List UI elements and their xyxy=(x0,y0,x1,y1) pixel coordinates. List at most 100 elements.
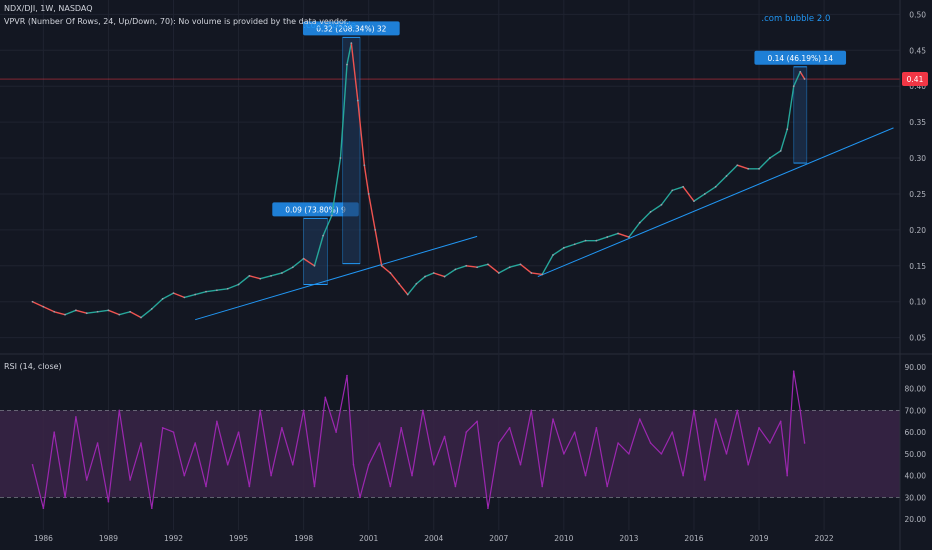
price-point xyxy=(638,221,641,224)
price-segment xyxy=(194,290,207,296)
price-point xyxy=(367,193,370,195)
vpvr-status: VPVR (Number Of Rows, 24, Up/Down, 70): … xyxy=(4,17,349,26)
price-segment xyxy=(129,311,142,319)
price-segment xyxy=(758,157,771,170)
rsi-point xyxy=(497,442,500,444)
price-point xyxy=(758,167,760,170)
rsi-point xyxy=(530,409,533,412)
measurement-box[interactable] xyxy=(342,36,361,265)
price-segment xyxy=(151,298,164,310)
annotation-label: .com bubble xyxy=(303,21,356,31)
price-segment xyxy=(227,283,240,290)
price-point xyxy=(183,296,186,299)
rsi-point xyxy=(151,507,153,510)
x-tick-label: 2013 xyxy=(619,534,638,543)
rsi-y-tick-label: 50.00 xyxy=(905,450,927,459)
price-y-tick-label: 0.45 xyxy=(909,46,926,55)
x-tick-label: 2007 xyxy=(489,534,508,543)
price-point xyxy=(552,254,554,256)
price-segment xyxy=(313,234,324,267)
price-point xyxy=(530,272,533,274)
rsi-y-tick-label: 60.00 xyxy=(905,428,927,437)
price-segment xyxy=(172,292,186,299)
price-point xyxy=(53,310,56,313)
trendline[interactable] xyxy=(537,127,894,278)
price-point xyxy=(476,266,479,269)
price-point xyxy=(432,272,435,274)
price-segment xyxy=(374,229,383,267)
price-point xyxy=(259,277,262,280)
rsi-point xyxy=(226,463,229,466)
rsi-point xyxy=(792,370,795,373)
price-segment xyxy=(64,309,77,316)
price-y-tick-label: 0.50 xyxy=(909,10,926,19)
rsi-point xyxy=(638,418,641,420)
price-point xyxy=(693,200,695,203)
price-segment xyxy=(498,266,511,274)
price-point xyxy=(725,175,728,177)
price-y-tick-label: 0.35 xyxy=(909,118,926,127)
price-y-tick-label: 0.05 xyxy=(909,334,926,343)
price-point xyxy=(519,263,522,266)
measurement-label: 0.09 (73.80%) 9 xyxy=(285,205,346,214)
price-segment xyxy=(398,283,409,296)
measurement-box[interactable] xyxy=(303,217,328,285)
price-point xyxy=(443,275,446,278)
rsi-point xyxy=(799,409,802,412)
x-tick-label: 2010 xyxy=(554,534,573,543)
price-point xyxy=(31,300,34,303)
price-point xyxy=(248,274,251,277)
trendline[interactable] xyxy=(195,235,478,321)
price-segment xyxy=(424,272,435,278)
price-segment xyxy=(205,289,218,293)
price-segment xyxy=(519,263,533,274)
price-segment xyxy=(649,204,663,213)
rsi-point xyxy=(803,442,806,444)
price-segment xyxy=(476,263,489,268)
rsi-point xyxy=(118,409,121,412)
x-tick-label: 1989 xyxy=(99,534,118,543)
price-point xyxy=(330,214,333,217)
price-point xyxy=(237,283,240,286)
rsi-point xyxy=(96,442,99,444)
rsi-point xyxy=(378,442,381,444)
price-segment xyxy=(183,293,196,299)
price-segment xyxy=(617,232,630,238)
price-segment xyxy=(660,189,673,206)
rsi-point xyxy=(259,409,262,412)
rsi-point xyxy=(682,474,684,477)
price-segment xyxy=(281,266,294,274)
rsi-point xyxy=(573,431,576,433)
rsi-point xyxy=(367,463,370,466)
price-segment xyxy=(487,263,500,274)
price-point xyxy=(161,297,164,300)
price-segment xyxy=(292,257,305,268)
x-tick-label: 2022 xyxy=(815,534,834,543)
price-segment xyxy=(107,309,120,316)
rsi-point xyxy=(302,409,305,412)
rsi-point xyxy=(64,496,66,499)
price-point xyxy=(75,309,77,312)
x-tick-label: 1998 xyxy=(294,534,313,543)
price-point xyxy=(380,264,383,267)
price-segment xyxy=(31,301,45,308)
price-point xyxy=(415,282,418,285)
price-segment xyxy=(367,193,376,231)
rsi-point xyxy=(42,507,45,510)
price-segment xyxy=(563,243,576,249)
price-y-tick-label: 0.30 xyxy=(909,154,926,163)
rsi-point xyxy=(704,479,706,481)
price-point xyxy=(562,246,565,249)
price-point xyxy=(786,128,789,131)
price-point xyxy=(140,316,142,319)
price-y-tick-label: 0.25 xyxy=(909,190,926,199)
price-segment xyxy=(530,272,543,276)
price-point xyxy=(682,185,685,188)
price-segment xyxy=(339,63,348,159)
price-point xyxy=(736,164,739,167)
price-segment xyxy=(363,164,370,195)
price-segment xyxy=(75,309,88,314)
price-segment xyxy=(350,42,359,102)
